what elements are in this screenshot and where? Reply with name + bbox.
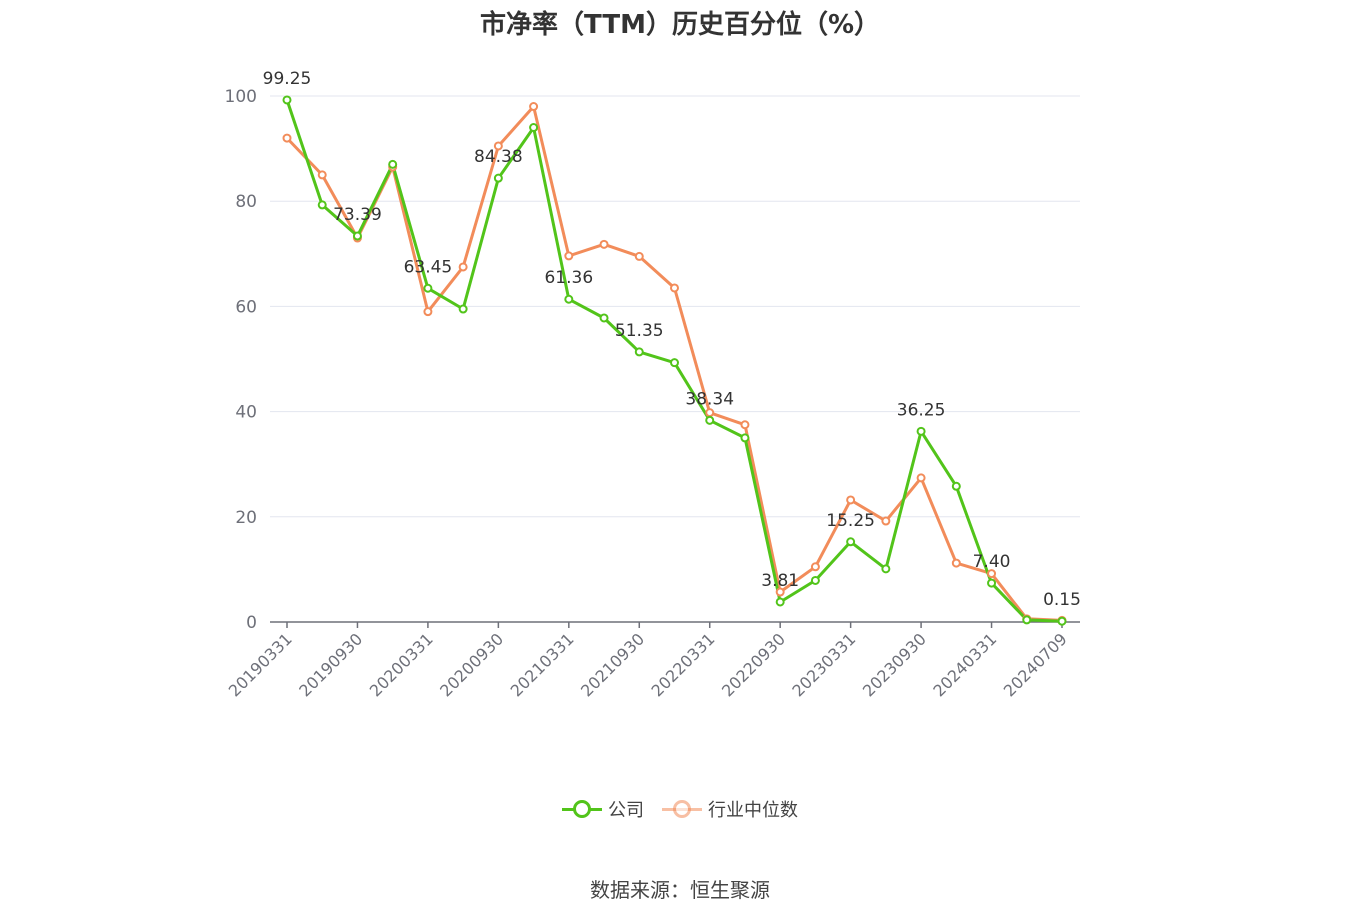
company-point [529,123,539,133]
industry-point [810,562,820,572]
data-label: 36.25 [897,400,946,420]
industry-point [775,587,785,597]
industry-point [282,133,292,143]
company-point [1022,615,1032,625]
x-tick-label: 20200930 [436,629,507,700]
industry-point [951,558,961,568]
data-label: 3.81 [761,571,799,591]
data-label: 15.25 [826,511,875,531]
industry-point [493,141,503,151]
company-point [951,481,961,491]
x-tick-label: 20190930 [295,629,366,700]
data-labels: 99.25 73.39 63.45 84.38 61.36 51.35 38.34 3.81 1… [263,69,1081,610]
x-tick-label: 20240709 [1000,629,1071,700]
industry-point [846,495,856,505]
y-tick-label: 40 [235,403,257,423]
data-label: 38.34 [685,389,734,409]
industry-point [564,251,574,261]
data-source: 数据来源：恒生聚源 [590,878,770,902]
company-point [846,537,856,547]
axes: 0 20 40 60 80 100 20190331 20190930 20200331 2020… [225,87,1080,700]
series-points [282,95,1067,626]
legend-label-industry: 行业中位数 [708,800,798,821]
grid-lines [270,95,1080,518]
y-tick-label: 80 [235,192,257,212]
industry-point [529,102,539,112]
industry-point [881,516,891,526]
chart-title: 市净率（TTM）历史百分位（%） [480,10,880,40]
company-point [810,575,820,585]
company-point [670,358,679,368]
y-tick-label: 60 [235,297,257,317]
company-point [282,95,292,105]
data-label: 0.15 [1043,590,1081,610]
y-tick-label: 0 [246,613,257,633]
industry-point [670,283,679,293]
legend-item-company[interactable]: 公司 [562,796,644,822]
data-label: 61.36 [544,268,593,288]
company-point [599,313,609,323]
y-tick-label: 20 [235,508,257,528]
x-tick-label: 20210930 [577,629,648,700]
industry-point [916,473,926,483]
x-tick-label: 20210331 [507,629,578,700]
x-tick-label: 20220930 [718,629,789,700]
line-chart: 0 20 40 60 80 100 20190331 20190930 20200331 2020… [225,69,1081,700]
company-point [634,347,644,357]
data-label: 7.40 [973,552,1011,572]
x-tick-label: 20190331 [225,629,296,700]
company-point [352,231,362,241]
industry-point [705,408,715,418]
industry-point [740,420,750,430]
x-tick-label: 20200331 [366,629,437,700]
legend: 公司 行业中位数 [0,796,1360,822]
company-point [881,564,891,574]
x-tick-label: 20230930 [859,629,930,700]
legend-item-industry[interactable]: 行业中位数 [662,796,798,822]
industry-point [317,170,327,180]
company-point [458,304,468,314]
data-label: 51.35 [615,321,664,341]
company-point [775,597,785,607]
company-point [317,200,327,210]
company-point [705,415,715,425]
data-label: 99.25 [263,69,312,89]
industry-point [987,569,997,579]
data-label: 84.38 [474,147,523,167]
data-label: 63.45 [404,257,453,277]
x-tick-label: 20240331 [929,629,1000,700]
industry-point [423,307,433,317]
industry-point [599,239,609,249]
company-point [423,283,433,293]
company-point [1057,616,1067,626]
company-point [987,578,997,588]
y-tick-label: 100 [225,87,257,107]
company-point [493,173,503,183]
legend-label-company: 公司 [608,800,644,821]
data-label: 73.39 [333,205,382,225]
x-tick-label: 20220331 [648,629,719,700]
company-line-icon [562,799,602,819]
industry-line-icon [662,799,702,819]
company-point [740,433,750,443]
industry-point [634,251,644,261]
company-point [388,159,398,169]
company-point [916,426,926,436]
x-tick-label: 20230331 [788,629,859,700]
company-point [564,294,574,304]
industry-point [458,262,468,272]
